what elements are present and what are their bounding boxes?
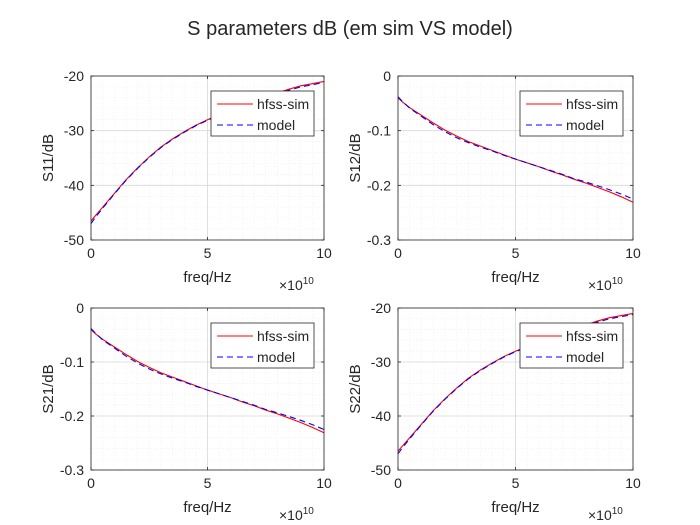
x-exponent-power: 10 xyxy=(612,506,624,517)
series-line-hfss-sim xyxy=(90,329,325,434)
series-line-model xyxy=(397,313,634,455)
x-axis-label: freq/Hz xyxy=(491,269,539,286)
x-tick-label: 0 xyxy=(87,475,95,491)
y-tick-label: -0.2 xyxy=(60,408,84,424)
x-exponent-label: ×1010 xyxy=(588,276,623,293)
x-axis-label: freq/Hz xyxy=(491,499,539,516)
series-line-model xyxy=(90,328,325,431)
x-tick-label: 5 xyxy=(512,475,520,491)
y-tick-label: -50 xyxy=(371,462,391,478)
y-tick-label: -0.3 xyxy=(367,232,391,248)
series-line-model xyxy=(90,82,325,224)
y-tick-label: -40 xyxy=(64,177,84,193)
legend: hfss-sim model xyxy=(519,90,624,137)
y-tick-label: -20 xyxy=(64,68,84,84)
series-line-hfss-sim xyxy=(397,97,634,203)
x-axis-label: freq/Hz xyxy=(183,499,231,516)
y-axis-label: S11/dB xyxy=(40,134,57,182)
x-exponent-label: ×1010 xyxy=(279,506,314,523)
x-exponent-base: ×10 xyxy=(279,507,303,523)
x-exponent-label: ×1010 xyxy=(279,276,314,293)
x-exponent-power: 10 xyxy=(303,506,315,517)
y-tick-label: -0.2 xyxy=(367,177,391,193)
legend: hfss-sim model xyxy=(210,90,315,137)
x-exponent-base: ×10 xyxy=(588,277,612,293)
y-tick-label: -50 xyxy=(64,232,84,248)
x-exponent-base: ×10 xyxy=(279,277,303,293)
y-tick-label: -0.1 xyxy=(367,123,391,139)
x-tick-label: 10 xyxy=(316,475,332,491)
y-tick-label: 0 xyxy=(383,68,391,84)
y-tick-label: -0.1 xyxy=(60,354,84,370)
figure-title: S parameters dB (em sim VS model) xyxy=(187,18,513,40)
y-tick-label: 0 xyxy=(76,300,84,316)
y-tick-label: -0.3 xyxy=(60,462,84,478)
y-axis-label: S12/dB xyxy=(347,133,364,182)
legend-label: model xyxy=(257,117,295,133)
legend-box xyxy=(210,322,315,369)
y-axis-label: S21/dB xyxy=(40,364,57,413)
series-line-model xyxy=(397,96,634,200)
legend-label: hfss-sim xyxy=(257,96,309,112)
legend: hfss-sim model xyxy=(210,322,315,369)
x-axis-label: freq/Hz xyxy=(183,269,231,286)
x-tick-label: 10 xyxy=(625,245,641,261)
legend-label: model xyxy=(566,117,604,133)
legend-label: model xyxy=(257,349,295,365)
x-exponent-label: ×1010 xyxy=(588,506,623,523)
legend-label: hfss-sim xyxy=(257,328,309,344)
x-tick-label: 0 xyxy=(394,245,402,261)
y-axis-label: S22/dB xyxy=(347,364,364,413)
x-tick-label: 5 xyxy=(204,475,212,491)
legend: hfss-sim model xyxy=(519,322,624,369)
legend-box xyxy=(519,90,624,137)
x-exponent-power: 10 xyxy=(303,276,315,287)
y-tick-label: -40 xyxy=(371,408,391,424)
subplot-2: 0 5 10-0.3-0.2-0.10freq/HzS12/dB×1010hfss-… xyxy=(347,68,641,293)
legend-box xyxy=(210,90,315,137)
x-tick-label: 0 xyxy=(87,245,95,261)
x-tick-label: 10 xyxy=(316,245,332,261)
subplot-4: 0 5 10-50-40-30-20freq/HzS22/dB×1010hfss-s… xyxy=(347,300,641,523)
legend-label: hfss-sim xyxy=(566,96,618,112)
x-tick-label: 0 xyxy=(394,475,402,491)
legend-label: model xyxy=(566,349,604,365)
y-tick-label: -30 xyxy=(64,123,84,139)
x-exponent-power: 10 xyxy=(612,276,624,287)
y-tick-label: -20 xyxy=(371,300,391,316)
x-tick-label: 5 xyxy=(512,245,520,261)
subplots: 0 5 10-50-40-30-20freq/HzS11/dB×1010hfss-s… xyxy=(40,68,641,523)
x-tick-label: 5 xyxy=(204,245,212,261)
legend-box xyxy=(519,322,624,369)
subplot-3: 0 5 10-0.3-0.2-0.10freq/HzS21/dB×1010hfss-… xyxy=(40,300,332,523)
x-exponent-base: ×10 xyxy=(588,507,612,523)
x-tick-label: 10 xyxy=(625,475,641,491)
legend-label: hfss-sim xyxy=(566,328,618,344)
y-tick-label: -30 xyxy=(371,354,391,370)
subplot-1: 0 5 10-50-40-30-20freq/HzS11/dB×1010hfss-s… xyxy=(40,68,332,293)
